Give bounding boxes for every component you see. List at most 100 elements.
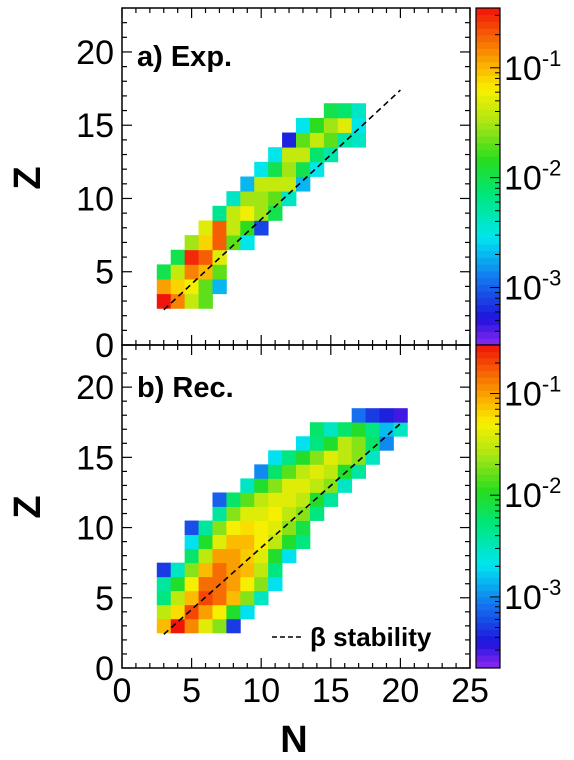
heatmap-cell <box>212 235 227 251</box>
heatmap-cell <box>282 450 297 465</box>
colorbar-tick-label: 10-1 <box>504 46 561 88</box>
heatmap-cell <box>254 492 269 507</box>
y-tick-label: 5 <box>95 580 114 618</box>
colorbar-step <box>476 370 500 378</box>
heatmap-cell <box>309 161 325 177</box>
heatmap-cell <box>198 548 213 564</box>
panel-label-b: b) Rec. <box>137 372 234 404</box>
heatmap-cell <box>240 604 255 620</box>
heatmap-cell <box>296 506 311 521</box>
heatmap-cell <box>268 205 283 221</box>
heatmap-cell <box>296 464 311 479</box>
heatmap-cell <box>254 506 269 521</box>
heatmap-cell <box>296 520 311 535</box>
heatmap-cell <box>170 562 186 578</box>
colorbar-step <box>476 661 500 669</box>
colorbar-step <box>476 428 500 436</box>
colorbar-step <box>476 396 500 404</box>
heatmap-cell <box>254 548 269 564</box>
colorbar-step <box>476 390 500 398</box>
colorbar-step <box>476 156 500 164</box>
heatmap-cell <box>337 117 353 133</box>
heatmap-cell <box>337 132 353 148</box>
heatmap-cell <box>240 562 255 578</box>
panel-b: 0 5 10 15 20 0 5 10 15 20 25 b) Rec. Z β stabilit… <box>7 344 561 760</box>
heatmap-cell <box>240 220 255 236</box>
heatmap-cell <box>240 534 255 550</box>
heatmap-cell <box>184 534 199 550</box>
colorbar-step <box>476 331 500 339</box>
heatmap-cell <box>240 235 255 251</box>
heatmap-cell <box>226 235 241 251</box>
colorbar-step <box>476 512 500 520</box>
colorbar-step <box>476 642 500 650</box>
heatmap-cell <box>282 147 297 163</box>
colorbar-step <box>476 41 500 49</box>
colorbar-step <box>476 609 500 617</box>
panel-a: 0 5 10 15 20 a) Exp. Z 10-3 10-2 10-1 <box>7 7 561 365</box>
heatmap-cell <box>156 562 172 578</box>
heatmap-cell <box>254 220 269 236</box>
colorbar-step <box>476 68 500 76</box>
heatmap-cell <box>226 506 241 521</box>
heatmap-cell <box>198 534 213 550</box>
y-tick-label: 5 <box>95 254 114 292</box>
heatmap-cell <box>254 191 269 207</box>
heatmap-cell <box>268 147 283 163</box>
y-axis-label-b: Z <box>7 495 49 518</box>
heatmap-cell <box>323 132 339 148</box>
heatmap-cell <box>365 408 380 423</box>
heatmap-cell <box>226 576 241 592</box>
y-tick-label: 20 <box>76 369 114 407</box>
heatmap-cell <box>379 422 394 437</box>
heatmap-cell <box>323 117 339 133</box>
heatmap-cell <box>309 147 325 163</box>
colorbar-step <box>476 377 500 385</box>
heatmap-cell <box>365 450 380 465</box>
colorbar-step <box>476 257 500 265</box>
colorbar-step <box>476 243 500 252</box>
heatmap-cell <box>323 422 339 437</box>
heatmap-cell <box>309 464 325 479</box>
heatmap-cell <box>184 293 199 309</box>
x-ticks-b: 0 5 10 15 20 25 <box>113 345 489 710</box>
y-tick-label: 15 <box>76 107 114 145</box>
y-tick-label: 10 <box>76 180 114 218</box>
heatmap-cell <box>309 117 325 133</box>
heatmap-cell <box>254 590 269 606</box>
panel-label-a: a) Exp. <box>137 41 232 73</box>
heatmap-cell <box>268 520 283 535</box>
heatmap-cell <box>351 422 366 437</box>
heatmap-cell <box>156 618 172 634</box>
colorbar-step <box>476 487 500 495</box>
heatmap-cell <box>212 220 227 236</box>
heatmap-cell <box>337 478 353 493</box>
colorbar-step <box>476 48 500 56</box>
heatmap-cell <box>156 590 172 606</box>
heatmap-cell <box>337 436 353 451</box>
colorbar-step <box>476 149 500 157</box>
colorbar-step <box>476 596 500 604</box>
heatmap-cell <box>212 205 227 221</box>
colorbar-step <box>476 196 500 204</box>
heatmap-cell <box>170 604 186 620</box>
heatmap-cell <box>240 576 255 592</box>
colorbar-step <box>476 270 500 279</box>
heatmap-cell <box>254 520 269 535</box>
heatmap-cell <box>156 576 172 592</box>
heatmap-cell <box>282 464 297 479</box>
heatmap-cell <box>268 161 283 177</box>
heatmap-cell <box>184 548 199 564</box>
colorbar-step <box>476 571 500 579</box>
heatmap-cell <box>309 436 325 451</box>
colorbar-step <box>476 635 500 643</box>
colorbar-step <box>476 435 500 443</box>
colorbar-step <box>476 304 500 312</box>
heatmap-cell <box>226 590 241 606</box>
colorbar-step <box>476 122 500 130</box>
heatmap-cell <box>309 422 325 437</box>
heatmap-cell <box>212 562 227 578</box>
heatmap-cell <box>156 293 172 309</box>
x-tick-label: 0 <box>113 672 132 710</box>
heatmap-cell <box>309 450 325 465</box>
